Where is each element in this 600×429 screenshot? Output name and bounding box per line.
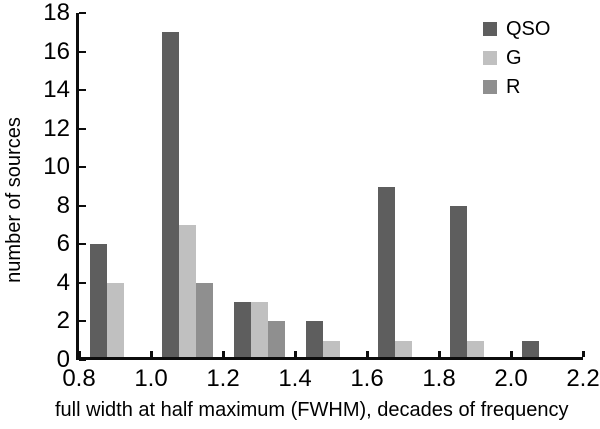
y-tick-mark: [79, 281, 86, 284]
x-tick-label: 1.6: [350, 365, 384, 392]
y-tick-mark: [79, 243, 86, 246]
y-tick-label: 2: [56, 307, 70, 335]
x-axis-title: full width at half maximum (FWHM), decad…: [55, 399, 569, 421]
bar-QSO-1.7: [377, 186, 395, 360]
legend-label-R: R: [506, 76, 521, 98]
x-tick-mark: [509, 351, 513, 357]
legend-item-QSO: QSO: [483, 18, 551, 40]
legend-label-G: G: [506, 47, 522, 69]
y-tick-label: 0: [56, 346, 70, 373]
legend-item-R: R: [483, 76, 550, 98]
legend-swatch-G: [483, 51, 497, 65]
bar-G-1.1: [178, 225, 196, 360]
bar-QSO-1.9: [449, 205, 467, 360]
bar-QSO-1.3: [233, 302, 251, 360]
y-tick-label: 8: [56, 191, 70, 219]
x-tick-label: 1.8: [422, 365, 456, 392]
x-tick-label: 2.2: [566, 365, 600, 392]
y-tick-mark: [79, 127, 86, 130]
legend-item-G: G: [483, 47, 550, 69]
y-tick-mark: [79, 50, 86, 53]
bar-G-1.5: [322, 340, 340, 360]
x-tick-mark: [293, 351, 297, 357]
x-tick-mark: [581, 351, 585, 357]
y-tick-label: 14: [43, 76, 70, 104]
bar-QSO-0.9: [89, 244, 107, 360]
x-tick-label: 1.0: [134, 365, 168, 392]
bar-G-1.3: [250, 302, 268, 360]
bar-G-0.9: [106, 282, 124, 360]
bar-QSO-2.1: [521, 340, 539, 360]
y-tick-label: 10: [43, 153, 70, 181]
x-tick-label: 1.4: [278, 365, 312, 392]
y-axis-line: [76, 13, 79, 360]
x-tick-label: 1.2: [206, 365, 240, 392]
x-tick-mark: [221, 351, 225, 357]
y-tick-label: 4: [56, 268, 70, 296]
x-tick-mark: [365, 351, 369, 357]
bar-G-1.7: [394, 340, 412, 360]
y-tick-mark: [79, 166, 86, 169]
y-tick-mark: [79, 359, 86, 361]
y-tick-label: 12: [43, 114, 70, 142]
x-tick-label: 0.8: [62, 365, 96, 392]
y-tick-label: 16: [43, 37, 70, 65]
y-tick-mark: [79, 89, 86, 92]
bar-R-1.3: [267, 321, 285, 360]
x-tick-mark: [77, 351, 81, 357]
legend-swatch-R: [483, 80, 497, 94]
y-tick-mark: [79, 320, 86, 323]
bar-G-1.9: [466, 340, 484, 360]
y-tick-label: 18: [43, 0, 70, 26]
y-tick-mark: [79, 204, 86, 207]
legend-label-QSO: QSO: [506, 18, 551, 40]
x-tick-mark: [437, 351, 441, 357]
bar-R-1.1: [195, 282, 213, 360]
legend-swatch-QSO: [483, 22, 497, 36]
x-axis-line: [76, 357, 583, 360]
x-tick-mark: [149, 351, 153, 357]
bar-QSO-1.1: [161, 32, 179, 360]
legend: QSO G R: [483, 18, 551, 109]
y-tick-mark: [79, 12, 86, 14]
bar-QSO-1.5: [305, 321, 323, 360]
y-tick-label: 6: [56, 230, 70, 258]
x-tick-label: 2.0: [494, 365, 528, 392]
